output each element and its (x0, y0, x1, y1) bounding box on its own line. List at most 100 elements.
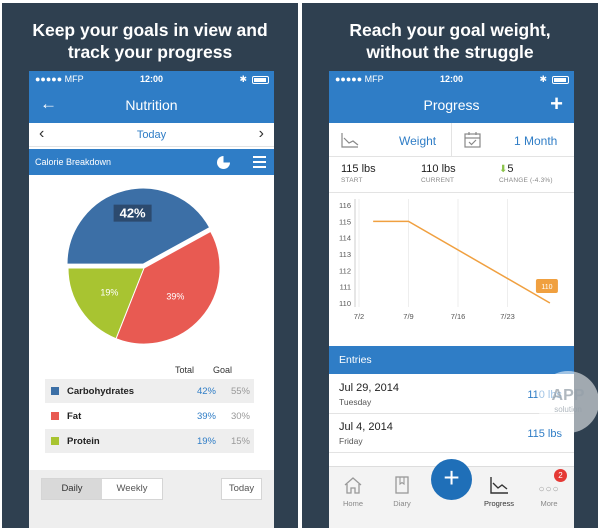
left-headline-line-2: track your progress (67, 42, 233, 62)
tab-label: More (540, 499, 558, 508)
goal-column-header: Goal (213, 365, 233, 375)
macro-row-fat: Fat 39% 30% (45, 404, 254, 428)
entries-label: Entries (339, 354, 372, 366)
x-tick-label: 7/23 (500, 312, 515, 321)
chart-icon (341, 133, 359, 148)
date-label[interactable]: Today (136, 129, 167, 141)
tab-more[interactable]: ○○○ 2 More (529, 469, 569, 508)
pie-label: 39% (166, 292, 184, 302)
entry-weekday: Friday (339, 436, 363, 446)
y-tick-label: 110 (339, 299, 351, 308)
macro-goal: 30% (230, 411, 250, 422)
battery-icon (552, 76, 569, 84)
macro-total: 39% (196, 411, 216, 422)
app-solution-watermark: APP solution (537, 371, 598, 433)
entries-header: Entries (329, 346, 574, 374)
back-arrow-icon[interactable]: ← (40, 94, 57, 113)
tab-bar: Home Diary + Progress ○○○ 2 More (329, 459, 574, 528)
status-bar: ●●●●● MFP 12:00 ✱ (329, 71, 574, 88)
tab-home[interactable]: Home (333, 475, 373, 508)
right-panel: Reach your goal weight, without the stru… (302, 3, 598, 528)
change-value: 5 (507, 163, 514, 175)
pie-label-highlight (113, 204, 152, 222)
change-label: CHANGE (-4.3%) (499, 177, 553, 184)
macro-row-protein: Protein 19% 15% (45, 429, 254, 453)
chevron-left-icon[interactable]: ‹ (39, 125, 45, 142)
today-button[interactable]: Today (221, 478, 262, 500)
plus-icon[interactable]: + (550, 91, 563, 116)
add-entry-button[interactable]: + (431, 459, 472, 500)
status-time: 12:00 (139, 74, 164, 84)
macro-total: 42% (196, 386, 216, 397)
pie-label: 42% (120, 206, 146, 221)
range-selector[interactable]: 1 Month (452, 123, 574, 157)
tab-progress[interactable]: Progress (479, 475, 519, 508)
progress-icon (490, 477, 508, 494)
left-panel: Keep your goals in view and track your p… (2, 3, 298, 528)
entry-weekday: Tuesday (339, 397, 372, 407)
chevron-right-icon[interactable]: › (258, 125, 264, 142)
entry-date: Jul 29, 2014 (339, 382, 399, 394)
right-headline-line-1: Reach your goal weight, (349, 20, 551, 40)
home-icon (344, 477, 362, 494)
metric-label: Weight (399, 134, 437, 148)
weight-series-line (373, 220, 551, 304)
entry-value: 115 lbs (527, 428, 562, 440)
change-stat: ⬇5 CHANGE (-4.3%) (499, 163, 553, 184)
fat-swatch (51, 412, 59, 420)
macro-row-carbohydrates: Carbohydrates 42% 55% (45, 379, 254, 403)
calendar-icon (464, 132, 481, 148)
macro-goal: 55% (230, 386, 250, 397)
calorie-pie-chart: 42% 39% 19% (66, 187, 221, 345)
carbs-swatch (51, 387, 59, 395)
nutrition-screen: ●●●●● MFP 12:00 ✱ ← Nutrition ‹ Today › … (29, 71, 274, 528)
down-arrow-icon: ⬇ (499, 164, 508, 175)
total-column-header: Total (175, 365, 195, 375)
x-tick-label: 7/16 (451, 312, 466, 321)
tab-label: Progress (483, 499, 514, 508)
start-stat: 115 lbs START (341, 163, 376, 184)
macro-total: 19% (196, 436, 216, 447)
list-icon[interactable] (253, 156, 266, 168)
weekly-tab[interactable]: Weekly (116, 483, 148, 494)
pie-slice-fat (115, 230, 221, 345)
status-bar: ●●●●● MFP 12:00 ✱ (29, 71, 274, 88)
right-headline-line-2: without the struggle (366, 42, 534, 62)
view-toggle-footer: Daily Weekly Today (29, 470, 274, 528)
daily-tab[interactable]: Daily (42, 479, 102, 499)
y-tick-label: 111 (340, 283, 351, 292)
entry-date: Jul 4, 2014 (339, 421, 393, 433)
macro-name: Carbohydrates (67, 386, 135, 397)
bluetooth-icon: ✱ (239, 74, 247, 84)
right-headline: Reach your goal weight, without the stru… (302, 19, 598, 63)
pie-slice-carbohydrates (66, 187, 211, 265)
carrier-label: ●●●●● MFP (335, 74, 384, 84)
calorie-breakdown-header: Calorie Breakdown (29, 149, 274, 175)
page-title: Nutrition (125, 97, 178, 113)
current-value-flag (535, 279, 558, 293)
x-tick-label: 7/9 (403, 312, 413, 321)
protein-swatch (51, 437, 59, 445)
entry-row[interactable]: Jul 4, 2014 Friday 115 lbs (329, 415, 574, 453)
tab-label: Home (342, 499, 363, 508)
y-tick-label: 114 (339, 234, 351, 243)
tab-diary[interactable]: Diary (382, 475, 422, 508)
y-tick-label: 115 (339, 217, 351, 226)
start-value: 115 lbs (341, 163, 376, 175)
y-tick-label: 116 (339, 201, 351, 210)
macro-name: Protein (67, 436, 100, 447)
nav-bar: ← Nutrition (29, 88, 274, 123)
notification-badge: 2 (554, 469, 567, 482)
page-title: Progress (423, 97, 480, 113)
y-tick-label: 113 (339, 250, 351, 259)
watermark-text-top: APP (551, 387, 585, 404)
watermark-text-bottom: solution (554, 405, 582, 414)
y-tick-label: 112 (339, 266, 351, 275)
metric-selector[interactable]: Weight (329, 123, 451, 157)
weight-line-chart: 110 111 112 113 114 115 116 7/2 7/9 7/16 7/23 110 (339, 199, 558, 321)
left-headline-line-1: Keep your goals in view and (32, 20, 268, 40)
battery-icon (252, 76, 269, 84)
x-tick-label: 7/2 (354, 312, 364, 321)
diary-icon (395, 476, 409, 494)
pie-chart-icon[interactable] (217, 156, 230, 169)
